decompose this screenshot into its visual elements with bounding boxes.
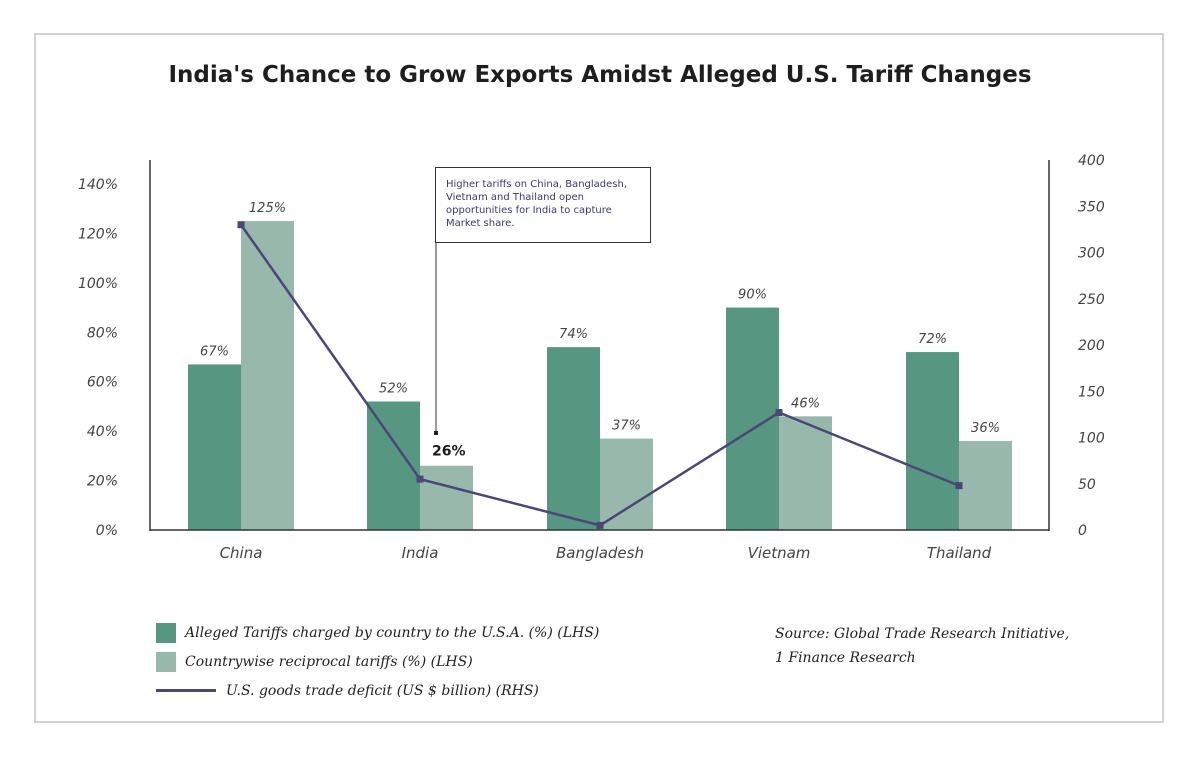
y-left-tick-label: 120% [78, 226, 118, 242]
data-label-alleged-china: 67% [200, 344, 229, 359]
deficit-point-china [237, 221, 245, 229]
y-right-tick-label: 100 [1078, 431, 1105, 447]
y-right-tick-label: 50 [1078, 477, 1096, 493]
x-tick-label-vietnam: Vietnam [748, 544, 811, 562]
deficit-point-thailand [955, 482, 963, 490]
y-left-tick-label: 80% [87, 325, 118, 341]
bar-reciprocal-india [420, 465, 473, 530]
x-tick-label-india: India [402, 544, 439, 562]
y-right-tick-label: 150 [1078, 384, 1105, 400]
y-left-tick-label: 60% [87, 375, 118, 391]
annotation-leader-dot [434, 431, 438, 435]
legend: Alleged Tariffs charged by country to th… [156, 618, 599, 705]
data-label-reciprocal-china: 125% [249, 201, 286, 216]
legend-item-reciprocal: Countrywise reciprocal tariffs (%) (LHS) [156, 647, 599, 676]
y-right-tick-label: 250 [1078, 292, 1105, 308]
y-left-tick-label: 140% [78, 177, 118, 193]
bar-reciprocal-vietnam [779, 416, 832, 530]
chart-title: India's Chance to Grow Exports Amidst Al… [168, 62, 1032, 88]
bar-reciprocal-china [241, 221, 294, 531]
y-left-tick-label: 20% [87, 474, 118, 490]
data-labels-group: 67% 125% 52% 26% 74% 37% 90% 46% 72% 36% [200, 201, 1000, 460]
deficit-point-bangladesh [596, 521, 604, 529]
bar-alleged-thailand [906, 352, 959, 530]
annotation-box: Higher tariffs on China, Bangladesh, Vie… [435, 167, 651, 243]
deficit-point-india [416, 475, 424, 483]
legend-line-deficit [156, 689, 216, 692]
axes-group [149, 160, 1050, 531]
source-line-2: 1 Finance Research [775, 650, 916, 666]
data-label-alleged-bangladesh: 74% [559, 327, 588, 342]
bars-group [188, 221, 1012, 531]
x-tick-label-china: China [220, 544, 263, 562]
legend-label-reciprocal: Countrywise reciprocal tariffs (%) (LHS) [185, 653, 473, 670]
x-tick-label-thailand: Thailand [927, 544, 992, 562]
bar-reciprocal-thailand [959, 441, 1012, 530]
data-label-reciprocal-bangladesh: 37% [612, 419, 641, 434]
bar-alleged-bangladesh [547, 347, 600, 530]
ticks-group: China India Bangladesh Vietnam Thailand 0% 20%… [78, 153, 1105, 562]
legend-label-deficit: U.S. goods trade deficit (US $ billion) … [226, 682, 539, 699]
bar-reciprocal-bangladesh [600, 438, 653, 530]
y-left-tick-label: 0% [96, 523, 118, 539]
data-label-alleged-vietnam: 90% [738, 288, 767, 303]
bar-alleged-china [188, 364, 241, 530]
legend-swatch-alleged [156, 622, 176, 643]
data-label-alleged-thailand: 72% [918, 332, 947, 347]
data-label-alleged-india: 52% [379, 381, 408, 396]
deficit-line-group [237, 221, 963, 529]
data-label-reciprocal-india: 26% [432, 444, 466, 460]
source-note: Source: Global Trade Research Initiative… [775, 622, 1069, 670]
data-label-reciprocal-thailand: 36% [971, 421, 1000, 436]
legend-item-deficit: U.S. goods trade deficit (US $ billion) … [156, 676, 599, 705]
y-left-tick-label: 40% [87, 424, 118, 440]
y-right-tick-label: 400 [1078, 153, 1105, 169]
deficit-point-vietnam [775, 409, 783, 417]
y-right-tick-label: 0 [1078, 523, 1087, 539]
y-left-tick-label: 100% [78, 276, 118, 292]
x-tick-label-bangladesh: Bangladesh [556, 544, 644, 562]
legend-item-alleged: Alleged Tariffs charged by country to th… [156, 618, 599, 647]
source-line-1: Source: Global Trade Research Initiative… [775, 626, 1070, 642]
y-right-tick-label: 300 [1078, 246, 1105, 262]
y-right-tick-label: 350 [1078, 199, 1105, 215]
data-label-reciprocal-vietnam: 46% [791, 396, 820, 411]
legend-label-alleged: Alleged Tariffs charged by country to th… [185, 624, 600, 641]
y-right-tick-label: 200 [1078, 338, 1105, 354]
legend-swatch-reciprocal [156, 651, 176, 672]
